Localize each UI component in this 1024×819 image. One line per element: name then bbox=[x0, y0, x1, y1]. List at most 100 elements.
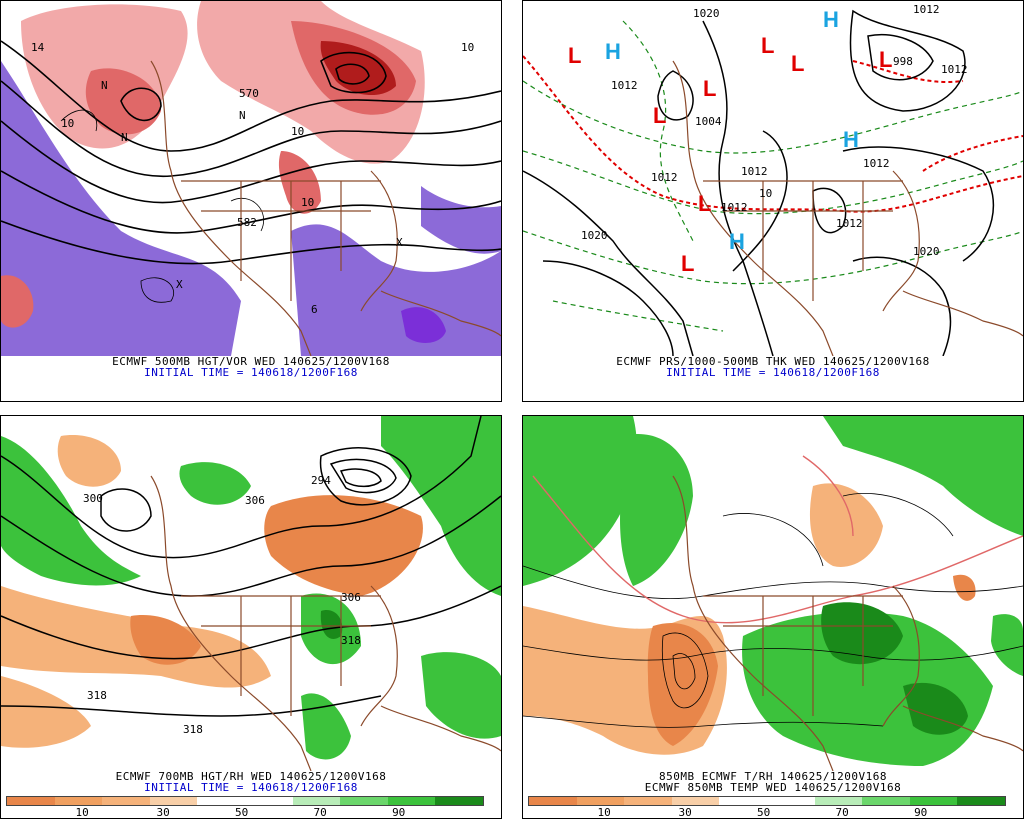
contour-label: N bbox=[101, 79, 108, 92]
contour-label: X bbox=[396, 236, 403, 249]
contour-label: 1012 bbox=[741, 165, 768, 178]
colorbar-labels: 10 30 50 70 90 bbox=[597, 806, 928, 819]
panel-title: ECMWF 700MB HGT/RH WED 140625/1200V168 bbox=[115, 770, 387, 783]
negative-vorticity-region bbox=[421, 186, 501, 254]
contour-label: N bbox=[121, 131, 128, 144]
contour-label: 318 bbox=[183, 723, 203, 736]
moist-air-region bbox=[823, 416, 1023, 536]
panel-surface-pressure-thickness: L L L L L L L L H H H H 1012 1004 1012 1… bbox=[522, 0, 1024, 402]
humidity-colorbar bbox=[6, 796, 484, 806]
negative-vorticity-region bbox=[1, 61, 241, 356]
moist-air-region bbox=[523, 416, 637, 586]
vorticity-contours bbox=[60, 109, 264, 303]
positive-vorticity-region bbox=[278, 151, 321, 214]
positive-vorticity-region bbox=[85, 68, 161, 135]
moist-air-region bbox=[179, 462, 251, 505]
dry-air-region bbox=[130, 615, 201, 665]
dry-air-region bbox=[1, 676, 91, 748]
contour-label: 1012 bbox=[836, 217, 863, 230]
isobars bbox=[523, 9, 995, 356]
contour-label: 306 bbox=[341, 591, 361, 604]
contour-label: 300 bbox=[83, 492, 103, 505]
low-pressure-symbol: L bbox=[698, 191, 711, 216]
contour-label: X bbox=[176, 278, 183, 291]
contour-label: 1012 bbox=[721, 201, 748, 214]
humidity-850mb-map bbox=[523, 416, 1023, 771]
moist-air-region bbox=[381, 416, 501, 596]
moist-air-region bbox=[320, 610, 343, 639]
contour-label: 1012 bbox=[611, 79, 638, 92]
positive-vorticity-region bbox=[320, 41, 396, 96]
dry-air-region bbox=[953, 574, 976, 601]
contour-label: 10 bbox=[301, 196, 314, 209]
panel-title: ECMWF PRS/1000-500MB THK WED 140625/1200… bbox=[616, 355, 930, 368]
contour-label: 570 bbox=[239, 87, 259, 100]
colorbar-labels: 10 30 50 70 90 bbox=[75, 806, 406, 819]
low-pressure-symbol: L bbox=[653, 103, 666, 128]
contour-label: 1020 bbox=[581, 229, 608, 242]
contour-label: 10 bbox=[61, 117, 74, 130]
panel-500mb-vorticity: 570 582 10 10 10 14 N N X X N 6 10 ECMWF… bbox=[0, 0, 502, 402]
initial-time: INITIAL TIME = 140618/1200F168 bbox=[144, 781, 358, 794]
contour-label: 582 bbox=[237, 216, 257, 229]
vorticity-map: 570 582 10 10 10 14 N N X X N 6 10 bbox=[1, 1, 501, 356]
contour-label: 1012 bbox=[863, 157, 890, 170]
contour-label: 10 bbox=[291, 125, 304, 138]
contour-label: 1012 bbox=[913, 3, 940, 16]
panel-title: 850MB ECMWF T/RH 140625/1200V168 bbox=[659, 770, 887, 783]
high-pressure-symbol: H bbox=[823, 7, 839, 32]
humidity-700mb-map: 300 306 318 318 318 294 306 bbox=[1, 416, 501, 771]
thickness-540-line bbox=[523, 55, 1023, 213]
moist-air-region bbox=[1, 436, 141, 586]
contour-label: 10 bbox=[461, 41, 474, 54]
freezing-line bbox=[532, 455, 1023, 624]
moist-air-region bbox=[620, 434, 693, 586]
panel-title: ECMWF 500MB HGT/VOR WED 140625/1200V168 bbox=[112, 355, 390, 368]
height-contours bbox=[1, 416, 501, 717]
initial-time: INITIAL TIME = 140618/1200F168 bbox=[666, 366, 880, 379]
contour-label: 318 bbox=[341, 634, 361, 647]
contour-label: 1020 bbox=[693, 7, 720, 20]
geography-boundaries bbox=[150, 475, 501, 771]
low-pressure-symbol: L bbox=[879, 47, 892, 72]
moist-air-region bbox=[903, 682, 968, 735]
contour-label: 998 bbox=[893, 55, 913, 68]
panel-subtitle: ECMWF 850MB TEMP WED 140625/1200V168 bbox=[644, 781, 902, 794]
contour-label: N bbox=[239, 109, 246, 122]
low-pressure-symbol: L bbox=[568, 43, 581, 68]
moist-air-region bbox=[991, 614, 1023, 676]
dry-air-region bbox=[647, 622, 718, 746]
initial-time: INITIAL TIME = 140618/1200F168 bbox=[144, 366, 358, 379]
contour-label: 14 bbox=[31, 41, 45, 54]
temperature-contours bbox=[523, 493, 1023, 728]
panel-850mb-temp-humidity: 850MB ECMWF T/RH 140625/1200V168 ECMWF 8… bbox=[522, 415, 1024, 819]
negative-vorticity-region bbox=[291, 224, 501, 356]
high-pressure-symbol: H bbox=[729, 229, 745, 254]
humidity-colorbar bbox=[528, 796, 1006, 806]
high-pressure-symbol: H bbox=[843, 127, 859, 152]
contour-label: 294 bbox=[311, 474, 331, 487]
low-pressure-symbol: L bbox=[791, 51, 804, 76]
positive-vorticity-region bbox=[1, 275, 34, 328]
low-pressure-symbol: L bbox=[761, 33, 774, 58]
geography-boundaries bbox=[672, 475, 1023, 771]
low-pressure-symbol: L bbox=[681, 251, 694, 276]
contour-label: 10 bbox=[759, 187, 772, 200]
contour-label: 1012 bbox=[651, 171, 678, 184]
dry-air-region bbox=[57, 435, 121, 487]
height-contours bbox=[1, 40, 501, 265]
high-pressure-symbol: H bbox=[605, 39, 621, 64]
moist-air-region bbox=[821, 602, 903, 665]
moist-air-region bbox=[421, 652, 501, 739]
dry-air-region bbox=[809, 483, 883, 567]
thickness-contours bbox=[523, 20, 1023, 332]
moist-air-region bbox=[301, 693, 351, 760]
geography-boundaries bbox=[150, 60, 501, 356]
pressure-map: L L L L L L L L H H H H 1012 1004 1012 1… bbox=[523, 1, 1023, 356]
panel-700mb-humidity: 300 306 318 318 318 294 306 ECMWF 700MB … bbox=[0, 415, 502, 819]
contour-label: 318 bbox=[87, 689, 107, 702]
contour-label: 1004 bbox=[695, 115, 722, 128]
low-pressure-symbol: L bbox=[703, 76, 716, 101]
contour-label: 1020 bbox=[913, 245, 940, 258]
contour-label: 306 bbox=[245, 494, 265, 507]
